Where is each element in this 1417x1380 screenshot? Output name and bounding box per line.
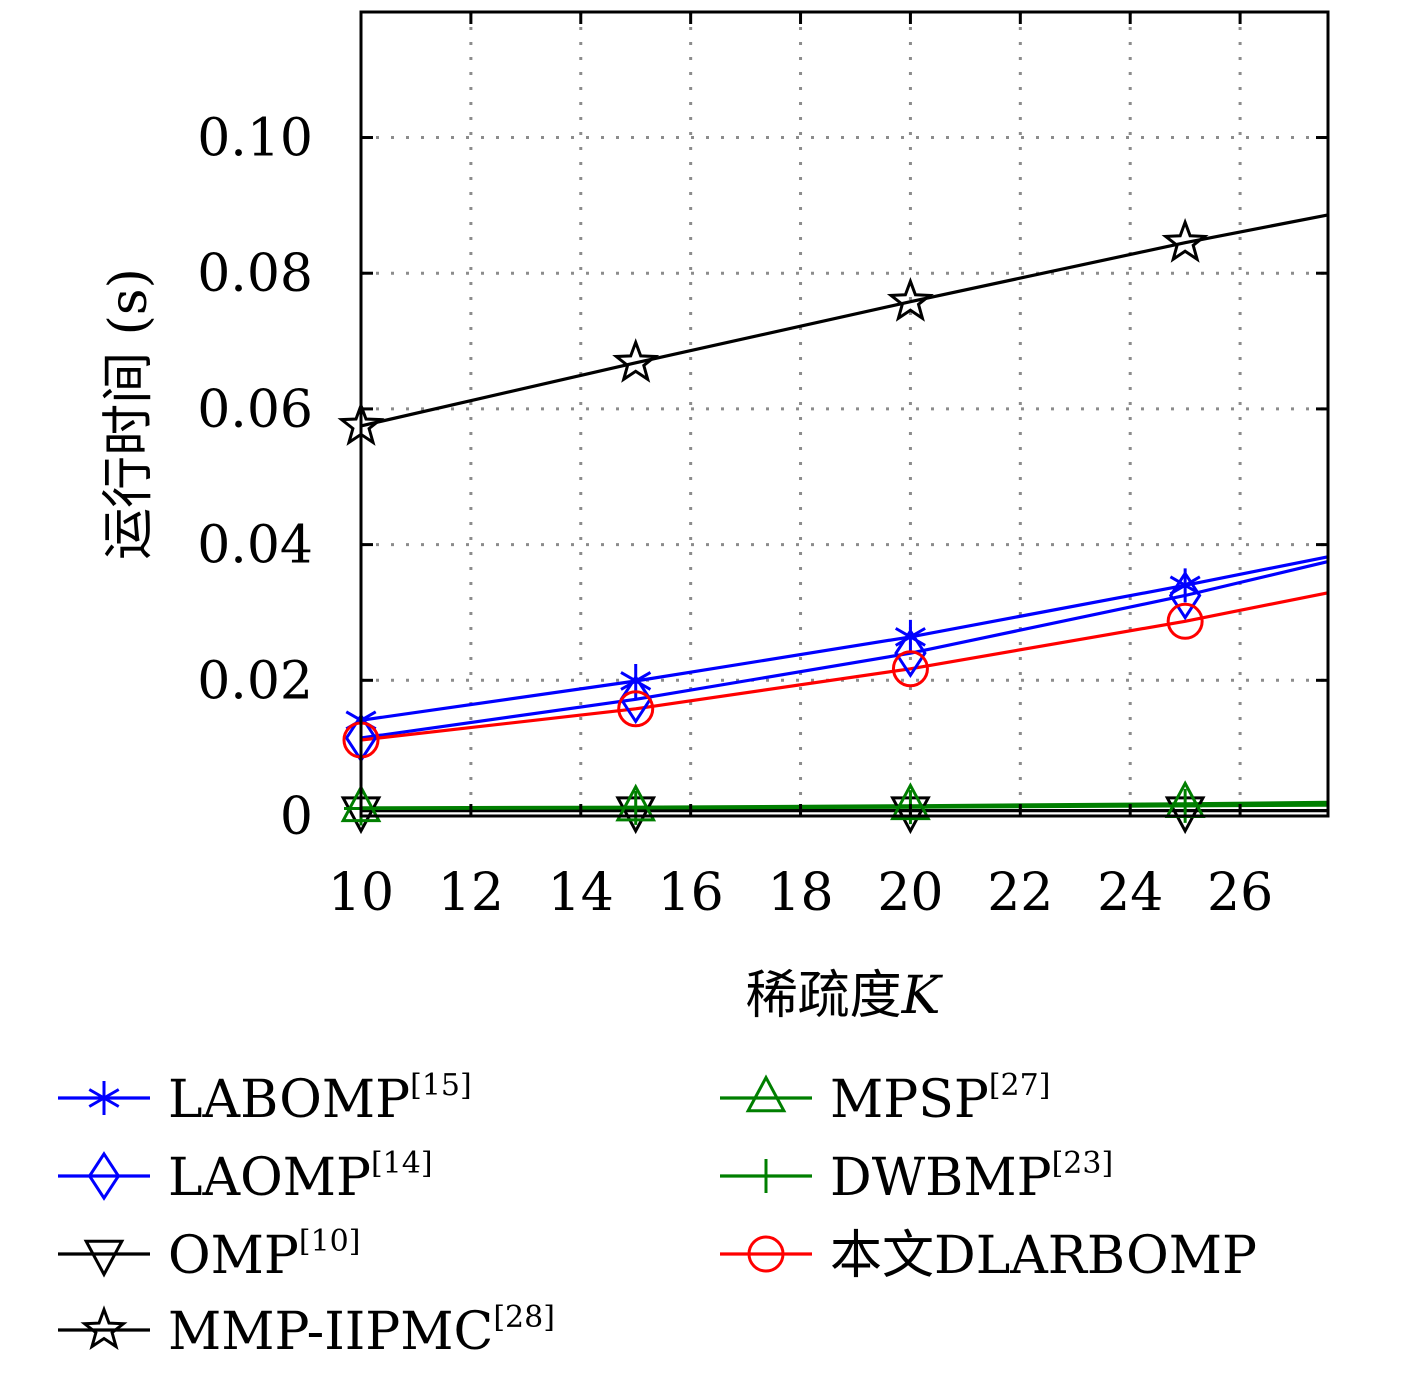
data-point-labomp xyxy=(1169,568,1201,603)
x-tick-label: 16 xyxy=(658,863,724,923)
legend-label-ref: [23] xyxy=(1052,1146,1114,1181)
data-point-laomp xyxy=(619,674,652,725)
legend-item: MMP-IIPMC[28] xyxy=(58,1300,555,1362)
legend-item: MPSP[27] xyxy=(720,1068,1050,1130)
legend-label-name: LABOMP xyxy=(168,1070,410,1130)
y-tick-label: 0.10 xyxy=(197,109,313,169)
x-tick-label: 24 xyxy=(1097,863,1163,923)
legend-label: LABOMP[15] xyxy=(168,1068,472,1130)
legend-label-name: 本文DLARBOMP xyxy=(830,1226,1257,1286)
legend-label: MMP-IIPMC[28] xyxy=(168,1300,555,1362)
legend-swatch-marker xyxy=(83,1239,125,1278)
y-tick-label: 0 xyxy=(280,787,313,847)
legend-label: LAOMP[14] xyxy=(168,1146,433,1208)
data-point--dlarbomp xyxy=(617,690,655,728)
legend-swatch-marker xyxy=(87,1151,121,1201)
grid xyxy=(361,12,1328,816)
legend-label: 本文DLARBOMP xyxy=(830,1226,1257,1286)
x-axis-title: 稀疏度K xyxy=(746,966,944,1026)
legend-swatch-marker xyxy=(80,1305,128,1350)
legend-label-ref: [27] xyxy=(989,1068,1051,1103)
data-point-mmp-iipmc xyxy=(886,276,934,322)
data-point-laomp xyxy=(1168,570,1202,621)
x-tick-label: 14 xyxy=(548,863,614,923)
y-tick-label: 0.08 xyxy=(197,244,313,304)
x-tick-label: 12 xyxy=(438,863,504,923)
series-line--dlarbomp xyxy=(360,591,1329,742)
legend-label: MPSP[27] xyxy=(830,1068,1050,1130)
data-point-mpsp xyxy=(890,782,931,821)
legend-label-ref: [15] xyxy=(410,1068,472,1103)
x-tick-label: 22 xyxy=(987,863,1053,923)
x-tick-label: 26 xyxy=(1207,863,1273,923)
plot-frame xyxy=(359,10,1330,818)
data-point-mpsp xyxy=(615,783,657,822)
legend-item: 本文DLARBOMP xyxy=(720,1226,1257,1286)
series-line-mmp-iipmc xyxy=(360,213,1329,428)
data-point-mmp-iipmc xyxy=(1161,217,1209,263)
data-point-mmp-iipmc xyxy=(612,338,660,383)
series-markers xyxy=(337,217,1209,835)
legend-item: LABOMP[15] xyxy=(58,1068,472,1130)
legend: LABOMP[15]LAOMP[14]OMP[10]MMP-IIPMC[28]M… xyxy=(58,1068,1257,1362)
legend-label-ref: [28] xyxy=(493,1300,555,1335)
x-axis-title-variable: K xyxy=(901,966,944,1026)
y-tick-label: 0.02 xyxy=(197,651,313,711)
legend-swatch-marker xyxy=(88,1081,120,1115)
x-tick-label: 18 xyxy=(767,863,833,923)
legend-label-name: DWBMP xyxy=(830,1148,1052,1208)
legend-item: OMP[10] xyxy=(58,1224,360,1286)
x-tick-label: 20 xyxy=(877,863,943,923)
series-lines xyxy=(360,213,1329,813)
legend-label-ref: [14] xyxy=(371,1146,433,1181)
data-point--dlarbomp xyxy=(1166,602,1204,640)
y-tick-label: 0.04 xyxy=(197,516,313,576)
legend-swatch-marker xyxy=(749,1159,783,1193)
y-axis-title: 运行时间 (s) xyxy=(99,268,159,560)
legend-swatch-marker xyxy=(747,1235,785,1273)
data-point--dlarbomp xyxy=(891,650,929,688)
legend-label-name: MMP-IIPMC xyxy=(168,1302,493,1362)
legend-label-name: MPSP xyxy=(830,1070,989,1130)
legend-label-ref: [10] xyxy=(299,1224,361,1259)
legend-label-name: OMP xyxy=(168,1226,299,1286)
axes: 10 12 14 16 18 20 22 24 26 0 0.02 0.04 0.06 0.08 0.10 稀… xyxy=(99,12,1328,1026)
data-point-mpsp xyxy=(340,784,382,823)
x-axis-title-text: 稀疏度 xyxy=(746,966,902,1026)
legend-label: OMP[10] xyxy=(168,1224,360,1286)
legend-label-name: LAOMP xyxy=(168,1148,371,1208)
x-tick-label: 10 xyxy=(328,863,394,923)
y-tick-label: 0.06 xyxy=(197,380,313,440)
legend-swatch-marker xyxy=(745,1074,787,1113)
legend-label: DWBMP[23] xyxy=(830,1146,1113,1208)
legend-item: DWBMP[23] xyxy=(720,1146,1113,1208)
data-point-labomp xyxy=(894,619,926,654)
data-point-laomp xyxy=(894,628,927,679)
legend-item: LAOMP[14] xyxy=(58,1146,433,1208)
